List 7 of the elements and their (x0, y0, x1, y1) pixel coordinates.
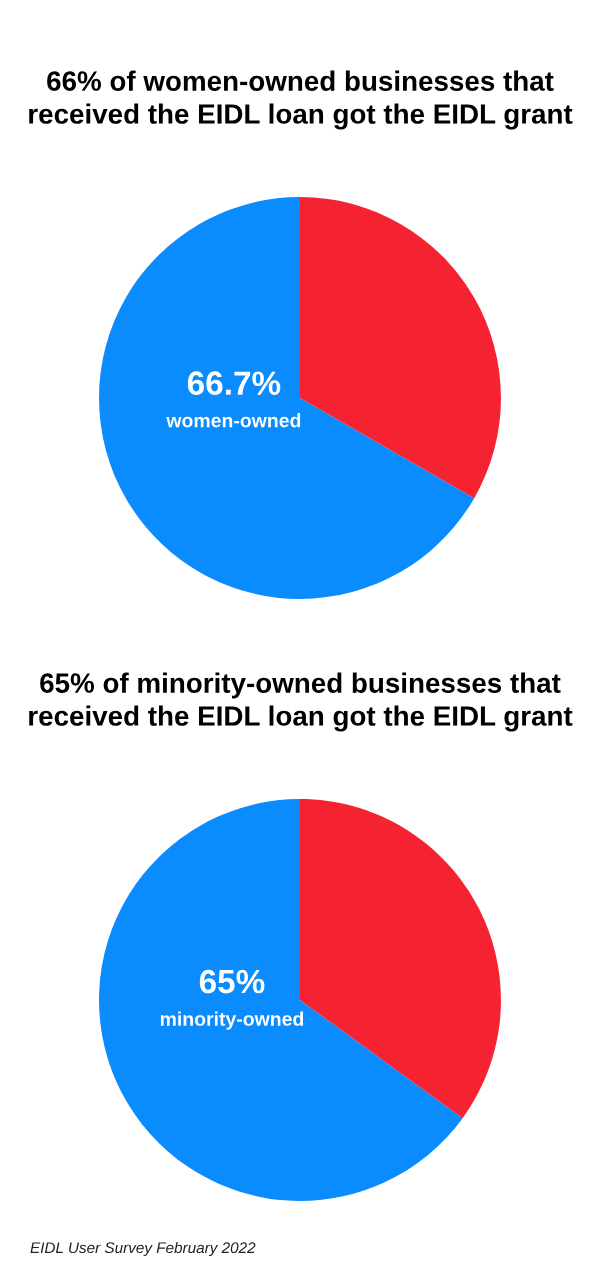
chart-title: 65% of minority-owned businesses that received the EIDL loan got the EIDL grant (29, 672, 573, 732)
slice-label: minority-owned (160, 1011, 304, 1030)
text: EIDL User Survey February 2022 (30, 1241, 256, 1257)
chart-title: 66% of women-owned businesses that received the EIDL loan got the EIDL grant (29, 70, 573, 130)
data-label: 66.7% (187, 371, 281, 395)
slice-label: women-owned (166, 413, 301, 428)
data-label: 65% (199, 969, 265, 994)
